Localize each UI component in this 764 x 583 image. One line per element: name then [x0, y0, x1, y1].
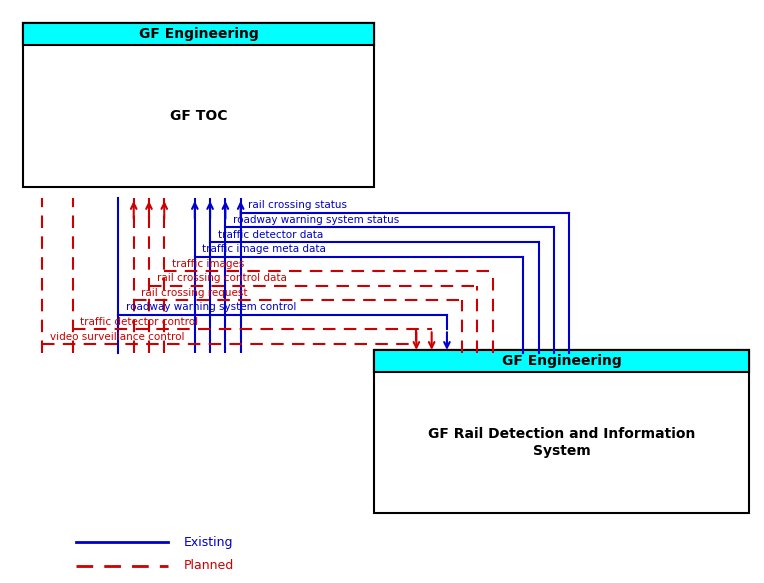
Text: Existing: Existing: [183, 536, 233, 549]
Text: traffic detector control: traffic detector control: [80, 317, 199, 327]
Text: GF Engineering: GF Engineering: [502, 354, 621, 368]
Text: traffic detector data: traffic detector data: [218, 230, 323, 240]
FancyBboxPatch shape: [374, 350, 749, 372]
Text: GF Engineering: GF Engineering: [139, 27, 258, 41]
Text: roadway warning system control: roadway warning system control: [126, 303, 296, 312]
FancyBboxPatch shape: [23, 23, 374, 45]
Text: roadway warning system status: roadway warning system status: [233, 215, 400, 225]
Text: traffic image meta data: traffic image meta data: [202, 244, 326, 254]
Text: video surveillance control: video surveillance control: [50, 332, 184, 342]
Text: GF Rail Detection and Information
System: GF Rail Detection and Information System: [428, 427, 695, 458]
Text: rail crossing request: rail crossing request: [141, 288, 248, 298]
Text: traffic images: traffic images: [172, 259, 244, 269]
Text: Planned: Planned: [183, 559, 234, 572]
FancyBboxPatch shape: [374, 350, 749, 372]
FancyBboxPatch shape: [23, 23, 374, 187]
Text: GF TOC: GF TOC: [170, 109, 228, 123]
FancyBboxPatch shape: [23, 23, 374, 45]
Text: rail crossing status: rail crossing status: [248, 201, 348, 210]
Text: rail crossing control data: rail crossing control data: [157, 273, 286, 283]
FancyBboxPatch shape: [374, 350, 749, 513]
